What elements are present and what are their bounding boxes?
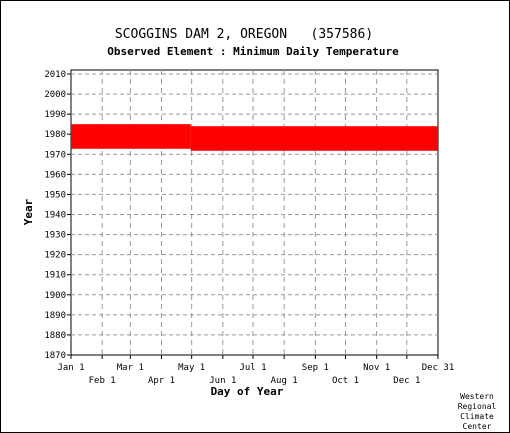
y-tick-label: 1950 — [44, 190, 66, 200]
data-point-row — [190, 126, 438, 129]
data-point-row — [190, 148, 438, 151]
data-point-row — [190, 132, 438, 135]
x-tick-label: Jun 1 — [209, 376, 236, 386]
y-tick-label: 1870 — [44, 351, 66, 361]
data-point-row — [71, 134, 191, 137]
y-tick-label: 1940 — [44, 211, 66, 221]
y-tick-label: 2010 — [44, 70, 66, 80]
y-axis-ticks: 1870 1880 1890 1900 1910 1920 1930 1940 1950 1960… — [44, 70, 71, 361]
data-point-row — [190, 128, 438, 131]
data-point-row — [71, 124, 191, 127]
data-point-row — [71, 130, 191, 133]
x-tick-label: Aug 1 — [271, 376, 298, 386]
y-tick-label: 2000 — [44, 90, 66, 100]
y-tick-label: 1960 — [44, 170, 66, 180]
data-point-row — [71, 136, 191, 139]
x-tick-label: Mar 1 — [117, 363, 144, 373]
plot-area — [70, 69, 439, 356]
x-tick-label: Sep 1 — [302, 363, 329, 373]
y-tick-label: 1980 — [44, 130, 66, 140]
x-axis-ticks: Jan 1 Mar 1 May 1 Jul 1 Sep 1 Nov 1 Dec 31 Feb … — [57, 355, 454, 386]
data-point-row — [190, 142, 438, 145]
x-tick-label: May 1 — [178, 363, 205, 373]
y-tick-label: 1890 — [44, 311, 66, 321]
data-point-row — [190, 134, 438, 137]
data-point-row — [71, 140, 191, 143]
x-tick-label: Dec 31 — [422, 363, 455, 373]
data-point-row — [190, 140, 438, 143]
data-point-row — [71, 142, 191, 145]
data-point-row — [190, 136, 438, 139]
credit-line-1: Western — [460, 392, 494, 401]
data-point-row — [190, 146, 438, 149]
y-tick-label: 1920 — [44, 251, 66, 261]
data-marks — [71, 124, 438, 151]
data-point-row — [71, 128, 191, 131]
data-point-row — [71, 144, 191, 147]
grid-lines — [71, 70, 438, 355]
data-point-row — [190, 138, 438, 141]
credit-line-4: Center — [463, 422, 492, 431]
y-tick-label: 1910 — [44, 271, 66, 281]
data-point-row — [71, 126, 191, 129]
y-tick-label: 1930 — [44, 231, 66, 241]
credit-line-2: Regional — [458, 402, 497, 411]
data-point-row — [71, 146, 191, 149]
credit-line-3: Climate — [460, 412, 494, 421]
x-tick-label: Apr 1 — [148, 376, 175, 386]
chart-title: SCOGGINS DAM 2, OREGON (357586) — [115, 27, 373, 42]
chart-subtitle: Observed Element : Minimum Daily Tempera… — [107, 45, 399, 58]
data-point-row — [71, 138, 191, 141]
x-tick-label: Feb 1 — [89, 376, 116, 386]
data-point-row — [190, 144, 438, 147]
x-tick-label: Dec 1 — [393, 376, 420, 386]
x-tick-label: Nov 1 — [363, 363, 390, 373]
y-tick-label: 1990 — [44, 110, 66, 120]
y-axis-label: Year — [22, 198, 35, 225]
y-tick-label: 1880 — [44, 331, 66, 341]
x-tick-label: Jan 1 — [57, 363, 84, 373]
x-tick-label: Jul 1 — [239, 363, 266, 373]
y-tick-label: 1970 — [44, 150, 66, 160]
data-point-row — [190, 130, 438, 133]
y-tick-label: 1900 — [44, 291, 66, 301]
data-point-row — [71, 132, 191, 135]
x-axis-label: Day of Year — [211, 385, 284, 398]
x-tick-label: Oct 1 — [332, 376, 359, 386]
